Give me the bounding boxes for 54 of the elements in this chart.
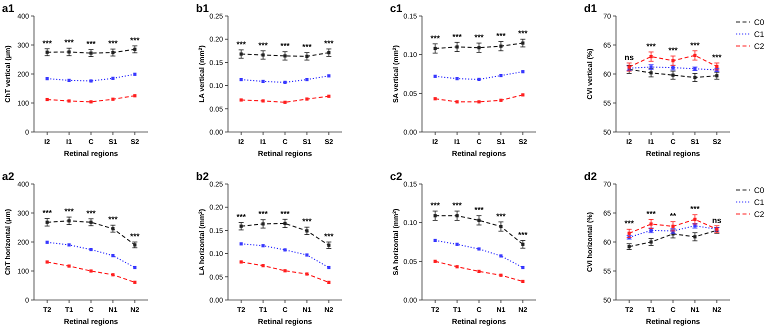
chart-title: b1 bbox=[196, 3, 209, 15]
annotation: *** bbox=[280, 209, 291, 218]
annotation: *** bbox=[236, 40, 247, 49]
annotation: *** bbox=[430, 201, 441, 210]
annotation: *** bbox=[496, 212, 506, 221]
annotation: *** bbox=[130, 36, 140, 45]
annotation: *** bbox=[280, 42, 291, 51]
annotation: *** bbox=[474, 33, 485, 42]
annotation: *** bbox=[42, 208, 53, 218]
annotation: *** bbox=[64, 38, 75, 48]
chart-title: d2 bbox=[584, 171, 597, 183]
annotation: *** bbox=[108, 215, 118, 224]
legend-label: C2 bbox=[754, 42, 765, 51]
annotation: *** bbox=[302, 217, 312, 226]
annotation: *** bbox=[258, 40, 269, 50]
annotation: *** bbox=[324, 38, 334, 48]
annotation: *** bbox=[646, 209, 657, 218]
annotation: *** bbox=[108, 39, 118, 48]
annotation: *** bbox=[42, 38, 53, 48]
annotation: *** bbox=[258, 210, 269, 219]
annotation: ns bbox=[712, 216, 722, 225]
legend-label: C1 bbox=[754, 198, 765, 207]
annotation: *** bbox=[624, 219, 635, 228]
annotation: *** bbox=[668, 46, 679, 56]
annotation: *** bbox=[474, 206, 485, 215]
annotation: *** bbox=[690, 40, 700, 50]
annotation: *** bbox=[430, 34, 441, 43]
chart-title: c2 bbox=[390, 171, 402, 183]
annotation: *** bbox=[452, 32, 463, 42]
annotation: ns bbox=[624, 52, 634, 62]
annotation: *** bbox=[496, 32, 506, 41]
annotation: *** bbox=[518, 230, 528, 240]
legend-label: C2 bbox=[754, 210, 765, 219]
legend-label: C0 bbox=[754, 18, 765, 27]
legend-label: C1 bbox=[754, 30, 765, 39]
annotation: *** bbox=[86, 208, 97, 218]
chart-title: a1 bbox=[2, 3, 14, 15]
chart-title: a2 bbox=[2, 171, 14, 183]
annotation: *** bbox=[518, 29, 528, 38]
chart-title: d1 bbox=[584, 3, 597, 15]
annotation: *** bbox=[86, 40, 97, 49]
annotation: *** bbox=[64, 207, 75, 216]
annotation: *** bbox=[236, 212, 247, 222]
annotation: *** bbox=[452, 201, 463, 210]
annotation: *** bbox=[646, 42, 657, 51]
annotation: *** bbox=[324, 232, 334, 241]
annotation: *** bbox=[130, 232, 140, 241]
annotation: *** bbox=[690, 204, 700, 214]
chart-title: c1 bbox=[390, 3, 402, 15]
annotation: ** bbox=[670, 212, 677, 221]
legend-label: C0 bbox=[754, 186, 765, 195]
chart-title: b2 bbox=[196, 171, 209, 183]
annotation: *** bbox=[302, 42, 312, 52]
annotation: *** bbox=[712, 52, 722, 62]
